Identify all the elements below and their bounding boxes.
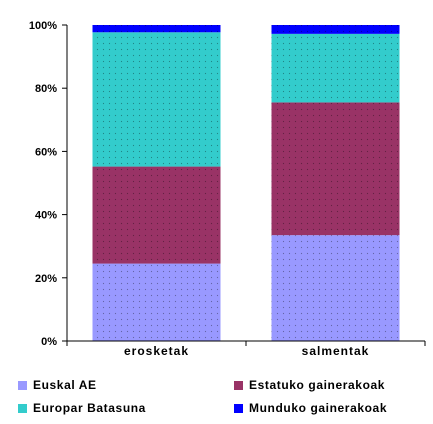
legend-item-estatuko-gainerakoak: Estatuko gainerakoak — [234, 376, 385, 394]
bar-texture-salmentak-estatuko-gainerakoak — [271, 102, 400, 236]
bar-texture-salmentak-euskal-ae — [271, 235, 400, 341]
legend-swatch-euskal-ae — [18, 380, 27, 390]
legend-item-munduko-gainerakoak: Munduko gainerakoak — [234, 399, 387, 417]
y-tick-label: 100% — [29, 20, 57, 32]
y-tick-label: 80% — [35, 83, 57, 95]
legend-swatch-munduko-gainerakoak — [234, 403, 243, 413]
bar-texture-erosketak-europar-batasuna — [92, 32, 221, 167]
bar-texture-erosketak-estatuko-gainerakoak — [92, 166, 221, 264]
legend-label-estatuko-gainerakoak: Estatuko gainerakoak — [249, 378, 386, 392]
bar-texture-salmentak-munduko-gainerakoak — [271, 25, 400, 34]
bar-texture-erosketak-euskal-ae — [92, 263, 221, 341]
category-label-erosketak: erosketak — [124, 344, 189, 358]
y-tick-label: 20% — [35, 273, 57, 285]
legend-swatch-europar-batasuna — [18, 403, 27, 413]
legend: Euskal AE Estatuko gainerakoak Europar B… — [18, 376, 428, 420]
y-tick-label: 60% — [35, 146, 57, 158]
stacked-bar-chart: erosketak salmentak 0% 20% 40% 60% 80% 100% — [29, 20, 426, 358]
legend-item-euskal-ae: Euskal AE — [18, 376, 97, 394]
bar-texture-salmentak-europar-batasuna — [271, 33, 400, 103]
y-tick-label: 40% — [35, 210, 57, 222]
category-label-salmentak: salmentak — [302, 344, 370, 358]
legend-item-europar-batasuna: Europar Batasuna — [18, 399, 146, 417]
legend-swatch-estatuko-gainerakoak — [234, 380, 243, 390]
y-tick-label: 0% — [41, 336, 57, 348]
legend-label-munduko-gainerakoak: Munduko gainerakoak — [249, 401, 388, 415]
axes-group: erosketak salmentak 0% 20% 40% 60% 80% 100% — [29, 20, 426, 358]
bars-group — [92, 25, 400, 341]
legend-label-europar-batasuna: Europar Batasuna — [33, 401, 146, 415]
bar-texture-erosketak-munduko-gainerakoak — [92, 25, 221, 33]
legend-label-euskal-ae: Euskal AE — [33, 378, 97, 392]
